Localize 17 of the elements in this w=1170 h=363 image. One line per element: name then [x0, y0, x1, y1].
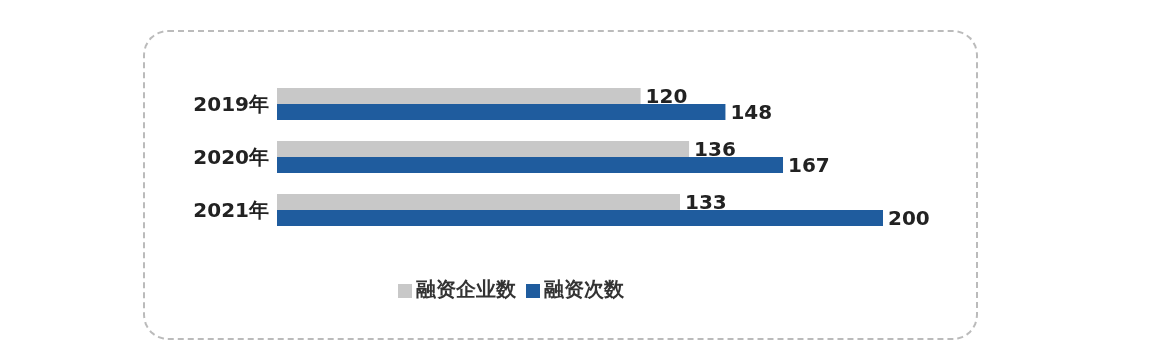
data-label: 133: [684, 190, 727, 215]
data-label: 120: [645, 84, 688, 109]
bar: [277, 194, 680, 210]
y-tick-label: 2021年: [193, 197, 269, 222]
bar: [277, 210, 883, 226]
legend-label: 融资次数: [543, 277, 624, 301]
data-label: 148: [730, 100, 773, 125]
data-label: 136: [694, 137, 736, 162]
legend-label: 融资企业数: [415, 277, 516, 301]
y-tick-label: 2020年: [193, 144, 269, 169]
bar: [277, 141, 690, 157]
bar: [277, 88, 641, 104]
bar: [277, 157, 784, 173]
data-label: 167: [788, 153, 830, 178]
bar: [277, 104, 726, 120]
y-tick-label: 2019年: [193, 91, 269, 116]
data-label: 200: [888, 206, 930, 231]
